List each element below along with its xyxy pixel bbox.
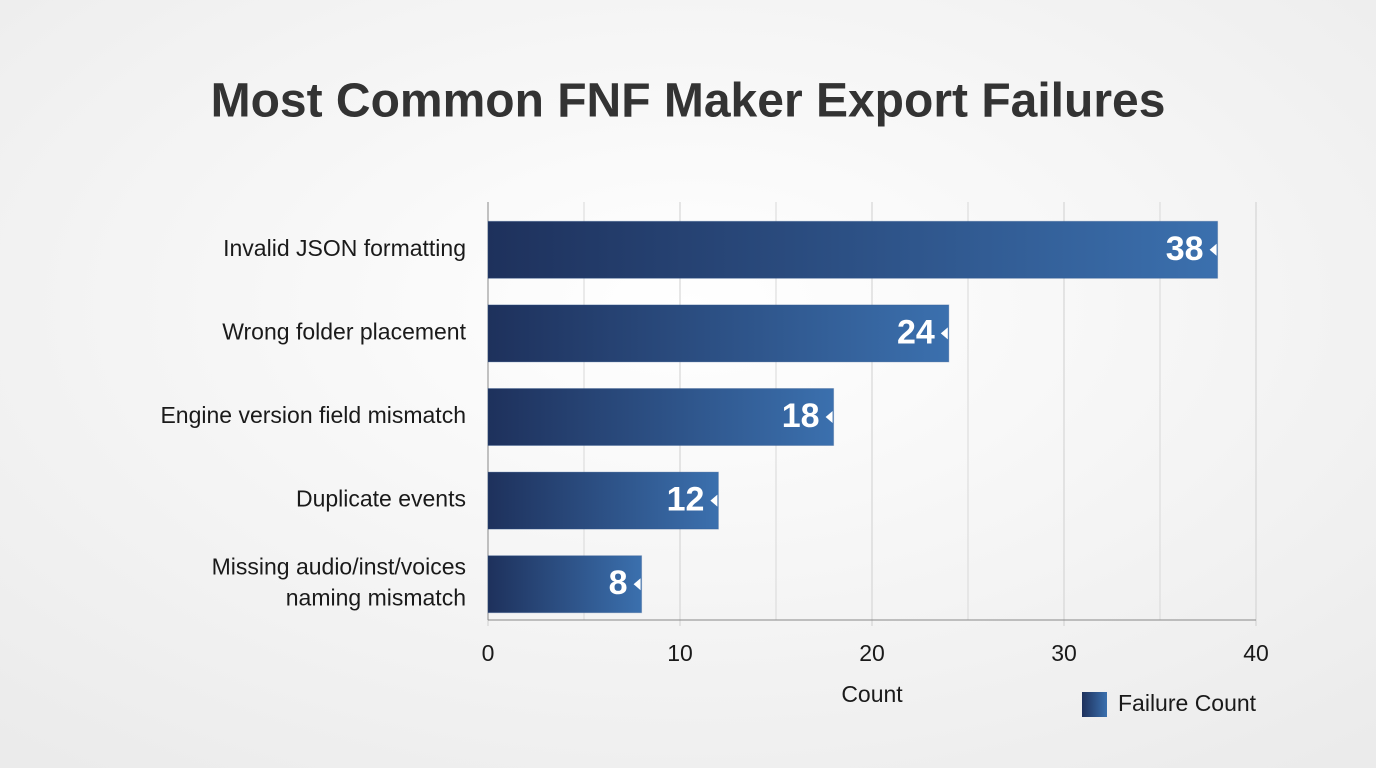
bar	[487, 388, 835, 446]
value-notch	[825, 411, 833, 423]
chart-title: Most Common FNF Maker Export Failures	[211, 75, 1166, 128]
bar	[487, 471, 719, 530]
value-notch	[633, 578, 641, 591]
value-notch	[940, 327, 948, 340]
x-tick-label: 30	[1051, 640, 1077, 666]
y-tick-label: Missing audio/inst/voices naming mismatch	[212, 554, 466, 611]
value-label: 12	[667, 481, 705, 519]
y-tick-label: Engine version field mismatch	[160, 402, 466, 428]
legend-swatch	[1082, 692, 1107, 717]
bar	[487, 220, 1219, 279]
bar	[487, 304, 950, 363]
value-notch	[1209, 243, 1217, 256]
x-tick-label: 0	[482, 640, 495, 666]
bar	[487, 555, 643, 614]
value-label: 8	[609, 564, 628, 602]
value-label: 18	[782, 397, 820, 435]
x-tick-label: 40	[1243, 640, 1269, 666]
x-axis-title: Count	[841, 681, 903, 707]
y-tick-label: Duplicate events	[296, 486, 466, 512]
x-tick-label: 10	[667, 640, 693, 666]
value-notch	[710, 494, 718, 507]
x-tick-label: 20	[859, 640, 885, 666]
legend-label: Failure Count	[1118, 690, 1257, 716]
value-label: 38	[1166, 230, 1204, 268]
y-tick-label: Wrong folder placement	[222, 318, 466, 344]
value-label: 24	[897, 313, 935, 351]
y-tick-label: Invalid JSON formatting	[223, 235, 466, 261]
